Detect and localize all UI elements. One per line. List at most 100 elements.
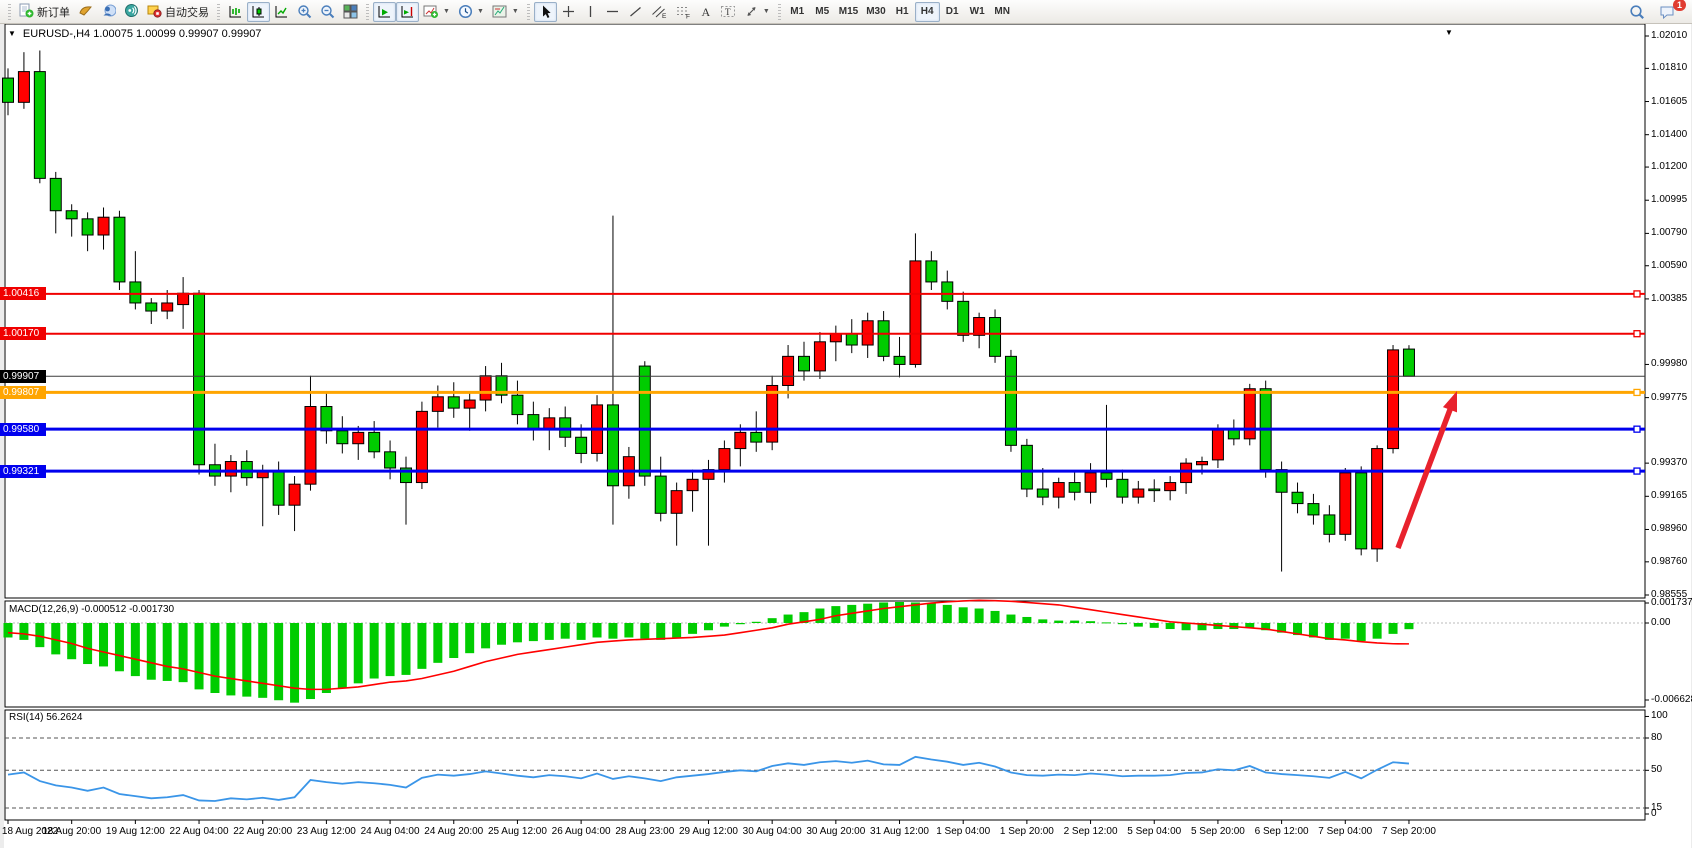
macd-histogram-bar [576, 623, 586, 640]
candle-body [543, 417, 556, 430]
macd-label: MACD(12,26,9) -0.000512 -0.001730 [9, 604, 175, 615]
chart-shift-button[interactable] [396, 1, 419, 22]
macd-histogram-bar [799, 612, 809, 623]
auto-scroll-button[interactable] [373, 1, 396, 22]
gold-horn-button[interactable] [74, 2, 97, 22]
timeframe-button-H4[interactable]: H4 [914, 1, 940, 22]
macd-histogram-bar [353, 623, 363, 684]
line-chart-button[interactable] [270, 2, 293, 22]
templates-button[interactable]: ▼ [488, 2, 523, 22]
cursor-button[interactable] [533, 1, 557, 22]
periods-button[interactable]: ▼ [454, 2, 488, 22]
line-anchor-handle[interactable] [1633, 330, 1641, 338]
price-tick-label: 1.00385 [1651, 292, 1688, 304]
candle-body [304, 406, 317, 485]
macd-histogram-bar [321, 623, 331, 694]
arrows-button[interactable]: ▼ [740, 2, 774, 22]
time-tick-label: 7 Sep 20:00 [1381, 826, 1436, 837]
candle-body [1371, 448, 1384, 550]
timeframe-button-D1[interactable]: D1 [945, 6, 959, 17]
time-tick-label: 22 Aug 04:00 [169, 826, 229, 837]
timeframe-button-W1[interactable]: W1 [969, 6, 985, 17]
price-tick-label: 1.02010 [1651, 30, 1688, 41]
vertical-line-button[interactable] [580, 2, 601, 22]
tile-windows-button[interactable] [339, 2, 362, 22]
candle-body [17, 71, 30, 103]
line-anchor-handle[interactable] [1633, 290, 1641, 298]
chart-menu-arrow-icon[interactable]: ▼ [1445, 28, 1453, 37]
price-tick-label: 1.01400 [1651, 128, 1688, 140]
toolbar-grip[interactable] [777, 3, 781, 20]
timeframe-button-M15[interactable]: M15 [838, 6, 859, 17]
macd-histogram-bar [624, 623, 634, 638]
candle-body [925, 260, 938, 283]
candle-body [1307, 503, 1320, 516]
zoom-in-button[interactable] [293, 2, 316, 22]
horizontal-line-button[interactable] [601, 2, 624, 22]
zoom-out-button[interactable] [316, 2, 339, 22]
price-line-badge: 0.99907 [0, 369, 46, 383]
macd-histogram-bar [560, 623, 570, 639]
candle-body [527, 414, 540, 430]
objects-group: E F A T ▼ [580, 0, 774, 23]
macd-histogram-bar [1101, 622, 1111, 624]
new-order-button[interactable]: 新订单 [15, 2, 74, 22]
text-label-button[interactable]: T [716, 2, 740, 22]
macd-histogram-bar [1054, 620, 1064, 623]
macd-histogram-bar [385, 623, 395, 677]
one-click-trading-arrow-icon[interactable]: ▼ [8, 29, 16, 38]
chat-button[interactable]: 1 [1655, 0, 1686, 22]
user-profile-button[interactable] [97, 2, 120, 22]
candle-body [1387, 349, 1400, 450]
candle-body [989, 317, 1002, 357]
text-button[interactable]: A [695, 2, 716, 22]
toolbar-grip[interactable] [366, 3, 369, 20]
timeframe-button-M1[interactable]: M1 [790, 6, 805, 17]
timeframe-button-MN[interactable]: MN [994, 6, 1010, 17]
crosshair-button[interactable] [557, 2, 580, 22]
fibonacci-button[interactable]: F [671, 2, 695, 22]
macd-histogram-bar [1324, 623, 1334, 640]
macd-histogram-bar [114, 623, 124, 672]
candle-body [1020, 444, 1033, 490]
candlestick-chart-button[interactable] [247, 1, 270, 22]
broadcast-button[interactable] [120, 2, 143, 22]
macd-histogram-bar [1245, 623, 1255, 628]
autotrading-button[interactable]: 自动交易 [143, 2, 213, 22]
candle-body [479, 375, 492, 401]
toolbar-grip[interactable] [8, 3, 11, 20]
time-tick-label: 22 Aug 20:00 [233, 826, 293, 837]
candle-body [575, 436, 588, 454]
candle-body [384, 451, 397, 469]
equidistant-channel-button[interactable]: E [647, 2, 671, 22]
timeframe-button-M5[interactable]: M5 [815, 6, 830, 17]
macd-histogram-bar [1308, 623, 1318, 638]
candle-body [670, 490, 683, 514]
toolbar-grip[interactable] [217, 3, 220, 20]
macd-histogram-bar [162, 623, 172, 681]
trendline-button[interactable] [624, 2, 647, 22]
timeframe-button-M30[interactable]: M30 [866, 6, 886, 17]
time-tick-label: 2 Sep 12:00 [1063, 826, 1118, 837]
candle-body [1196, 461, 1208, 466]
macd-histogram-bar [433, 623, 443, 663]
macd-histogram-bar [242, 623, 252, 697]
search-button[interactable] [1625, 2, 1649, 22]
bar-chart-button[interactable] [224, 2, 247, 22]
macd-histogram-bar [735, 623, 745, 625]
indicators-button[interactable]: ▼ [419, 2, 454, 22]
line-anchor-handle[interactable] [1633, 388, 1641, 397]
arrow-object-head[interactable] [1442, 391, 1457, 413]
line-anchor-handle[interactable] [1633, 425, 1641, 433]
time-tick-label: 1 Sep 04:00 [936, 826, 991, 837]
arrow-object-shaft[interactable] [1395, 403, 1455, 549]
candle-body [1068, 482, 1081, 493]
macd-histogram-bar [51, 623, 61, 655]
candle-body [145, 302, 158, 312]
line-anchor-handle[interactable] [1633, 467, 1641, 475]
timeframe-button-H1[interactable]: H1 [895, 6, 909, 17]
price-tick-label: 1.00995 [1651, 194, 1688, 206]
candle-body [1355, 472, 1368, 550]
toolbar-grip[interactable] [526, 3, 530, 20]
